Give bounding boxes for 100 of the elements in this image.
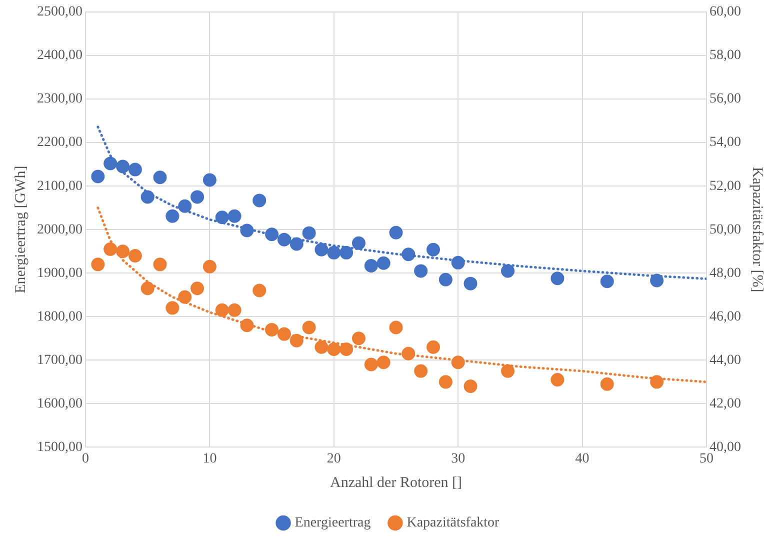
point [464, 380, 478, 394]
y2-axis-title: Kapazitätsfaktor [%] [749, 166, 766, 292]
point [550, 272, 564, 286]
y-tick-label: 2300,00 [37, 92, 82, 107]
point [438, 375, 452, 389]
point [228, 303, 242, 317]
point [153, 170, 167, 184]
point [501, 364, 515, 378]
y-tick-label: 1900,00 [37, 266, 82, 281]
point [178, 199, 192, 213]
y-tick-label: 1800,00 [37, 309, 82, 324]
point [451, 256, 465, 270]
legend-label: Kapazitätsfaktor [406, 516, 500, 531]
point [376, 256, 390, 270]
point [402, 346, 416, 360]
point [104, 156, 118, 170]
point [600, 274, 614, 288]
y-tick-label: 2500,00 [37, 4, 82, 20]
y2-tick-label: 44,00 [710, 352, 741, 368]
y2-tick-label: 46,00 [710, 309, 741, 324]
x-tick-label: 10 [202, 451, 217, 466]
y-tick-label: 1600,00 [37, 396, 82, 412]
point [464, 276, 478, 290]
y2-tick-label: 42,00 [710, 396, 741, 412]
point [202, 260, 216, 274]
point [153, 258, 167, 272]
point [228, 209, 242, 223]
y-tick-label: 2400,00 [37, 48, 82, 64]
point [600, 377, 614, 391]
point [91, 258, 105, 272]
y-tick-label: 1500,00 [37, 440, 82, 455]
point [116, 244, 130, 258]
point [302, 226, 316, 240]
point [240, 224, 254, 238]
point [438, 272, 452, 286]
point [265, 228, 279, 242]
y2-tick-label: 48,00 [710, 266, 741, 281]
point [340, 342, 354, 356]
point [166, 301, 180, 315]
y2-tick-label: 58,00 [710, 48, 741, 64]
point [277, 232, 291, 246]
point [116, 160, 130, 174]
point [327, 246, 341, 260]
point [414, 364, 428, 378]
point [140, 190, 154, 204]
point [190, 282, 204, 296]
x-tick-label: 30 [451, 451, 466, 466]
y2-tick-label: 60,00 [710, 4, 741, 20]
point [402, 248, 416, 262]
point [364, 358, 378, 372]
point [426, 242, 440, 256]
point [389, 226, 403, 240]
point [290, 237, 304, 251]
y2-tick-label: 54,00 [710, 135, 741, 150]
point [501, 264, 515, 278]
point [202, 173, 216, 187]
y2-tick-label: 52,00 [710, 178, 741, 194]
point [128, 162, 142, 176]
point [650, 274, 664, 288]
point [178, 290, 192, 304]
point [650, 375, 664, 389]
point [190, 190, 204, 204]
point [414, 264, 428, 278]
point [340, 246, 354, 260]
x-tick-label: 20 [326, 451, 341, 466]
x-tick-label: 0 [82, 451, 89, 466]
point [290, 334, 304, 348]
y-tick-label: 2200,00 [37, 135, 82, 150]
point [302, 320, 316, 334]
point [91, 170, 105, 184]
y2-tick-label: 56,00 [710, 92, 741, 107]
point [104, 242, 118, 256]
y2-tick-label: 50,00 [710, 222, 741, 238]
point [389, 320, 403, 334]
point [314, 242, 328, 256]
point [215, 303, 229, 317]
point [426, 340, 440, 354]
point [277, 327, 291, 341]
point [166, 209, 180, 223]
point [140, 282, 154, 296]
point [352, 332, 366, 346]
point [451, 356, 465, 370]
point [352, 236, 366, 250]
y-axis-title: Energieertrag [GWh] [12, 166, 29, 294]
point [240, 318, 254, 332]
point [215, 210, 229, 224]
point [550, 372, 564, 386]
point [376, 356, 390, 370]
x-axis-title: Anzahl der Rotoren [] [330, 474, 462, 491]
point [252, 284, 266, 298]
legend-label: Energieertrag [294, 516, 371, 531]
y-tick-label: 2100,00 [37, 178, 82, 194]
x-tick-label: 40 [575, 451, 590, 466]
point [252, 194, 266, 208]
point [364, 258, 378, 272]
point [327, 342, 341, 356]
point [265, 322, 279, 336]
y-tick-label: 2000,00 [37, 222, 82, 238]
y-tick-label: 1700,00 [37, 352, 82, 368]
point [128, 248, 142, 262]
